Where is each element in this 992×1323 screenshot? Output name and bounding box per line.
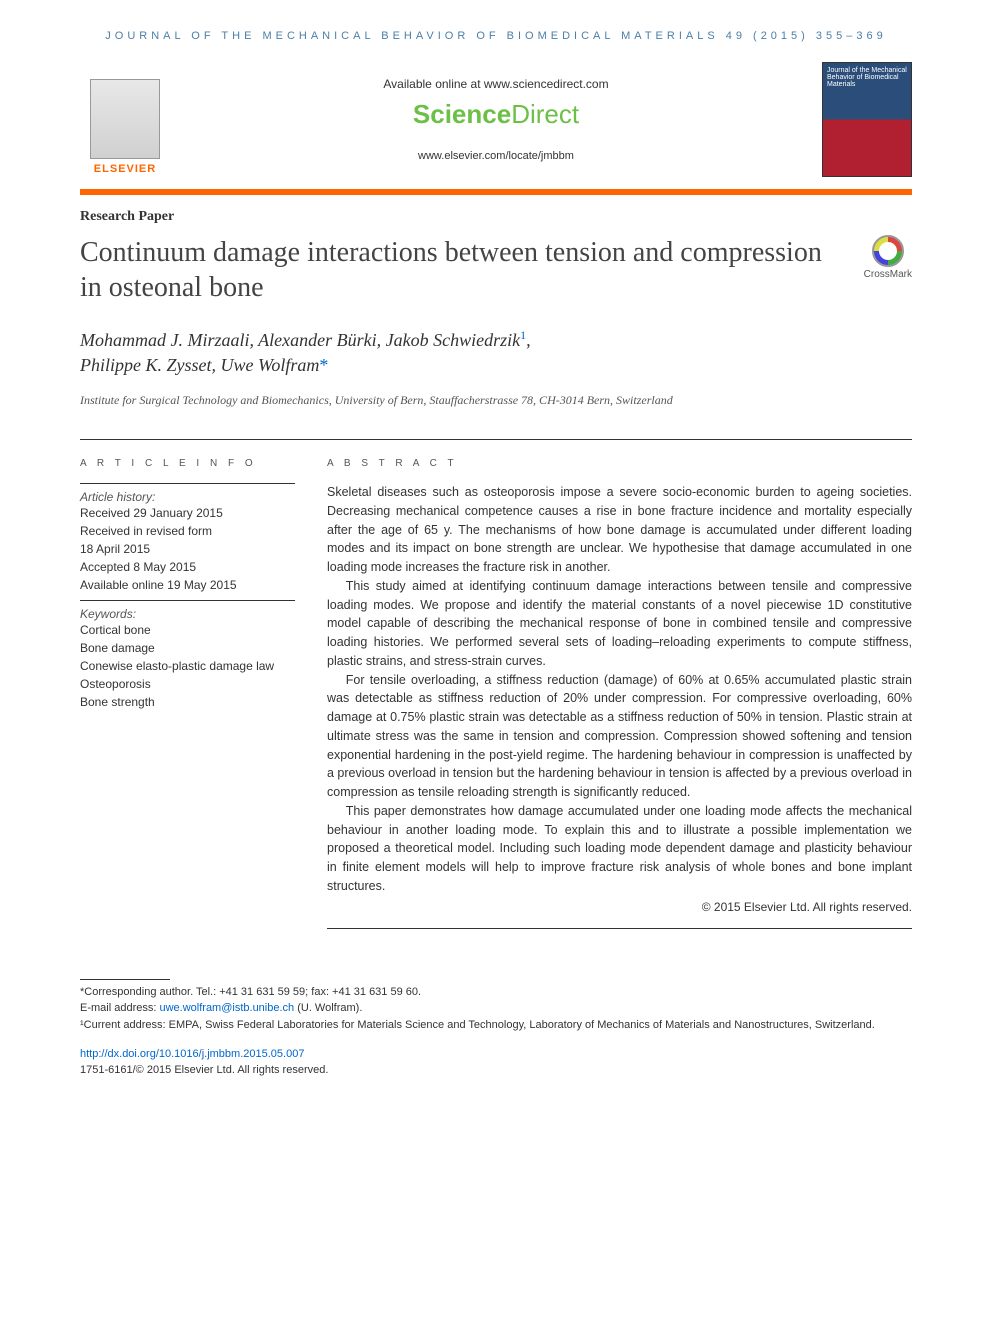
history-line: Received 29 January 2015 (80, 504, 295, 522)
journal-url[interactable]: www.elsevier.com/locate/jmbbm (170, 150, 822, 162)
keyword: Cortical bone (80, 621, 295, 639)
sciencedirect-logo[interactable]: ScienceDirect (170, 99, 822, 130)
available-online-text: Available online at www.sciencedirect.co… (170, 77, 822, 91)
elsevier-label: ELSEVIER (94, 163, 156, 175)
two-column-section: A R T I C L E I N F O Article history: R… (80, 439, 912, 929)
footnote-ref-1[interactable]: 1 (520, 328, 526, 342)
history-line: Received in revised form (80, 522, 295, 540)
doi-block: http://dx.doi.org/10.1016/j.jmbbm.2015.0… (80, 1047, 912, 1078)
crossmark-icon (872, 235, 904, 267)
history-line: Accepted 8 May 2015 (80, 558, 295, 576)
footnote-1: ¹Current address: EMPA, Swiss Federal La… (80, 1017, 912, 1034)
article-info-sidebar: A R T I C L E I N F O Article history: R… (80, 458, 295, 929)
authors-line1: Mohammad J. Mirzaali, Alexander Bürki, J… (80, 330, 520, 350)
keyword: Conewise elasto-plastic damage law (80, 657, 295, 675)
running-head: JOURNAL OF THE MECHANICAL BEHAVIOR OF BI… (0, 0, 992, 54)
abstract-paragraph: This paper demonstrates how damage accum… (327, 802, 912, 896)
authors: Mohammad J. Mirzaali, Alexander Bürki, J… (80, 327, 912, 378)
elsevier-tree-icon (90, 79, 160, 159)
abstract-rule (327, 928, 912, 929)
article-info-heading: A R T I C L E I N F O (80, 458, 295, 469)
history-line: 18 April 2015 (80, 540, 295, 558)
abstract-column: A B S T R A C T Skeletal diseases such a… (327, 458, 912, 929)
keyword: Bone strength (80, 693, 295, 711)
issn-copyright: 1751-6161/© 2015 Elsevier Ltd. All right… (80, 1063, 912, 1078)
center-links: Available online at www.sciencedirect.co… (170, 77, 822, 162)
footnotes: *Corresponding author. Tel.: +41 31 631 … (80, 979, 912, 1034)
sd-part1: Science (413, 99, 511, 129)
crossmark-badge[interactable]: CrossMark (864, 235, 912, 280)
email-link[interactable]: uwe.wolfram@istb.unibe.ch (159, 1002, 294, 1014)
cover-title: Journal of the Mechanical Behavior of Bi… (827, 67, 907, 88)
paper-type-label: Research Paper (80, 209, 912, 225)
masthead: ELSEVIER Available online at www.science… (0, 54, 992, 189)
authors-line2: Philippe K. Zysset, Uwe Wolfram (80, 355, 319, 375)
keyword: Osteoporosis (80, 675, 295, 693)
article-history: Article history: Received 29 January 201… (80, 483, 295, 601)
paper-title: Continuum damage interactions between te… (80, 235, 844, 305)
email-suffix: (U. Wolfram). (294, 1002, 362, 1014)
corresponding-mark[interactable]: * (319, 355, 328, 375)
title-row: Continuum damage interactions between te… (80, 235, 912, 305)
doi-link[interactable]: http://dx.doi.org/10.1016/j.jmbbm.2015.0… (80, 1048, 304, 1060)
footnote-rule (80, 979, 170, 980)
sd-part2: Direct (511, 99, 579, 129)
history-label: Article history: (80, 490, 295, 504)
keywords-label: Keywords: (80, 607, 295, 621)
elsevier-logo: ELSEVIER (80, 65, 170, 175)
abstract-heading: A B S T R A C T (327, 458, 912, 469)
journal-cover-thumbnail: Journal of the Mechanical Behavior of Bi… (822, 62, 912, 177)
corresponding-author-note: *Corresponding author. Tel.: +41 31 631 … (80, 984, 912, 1001)
abstract-paragraph: For tensile overloading, a stiffness red… (327, 671, 912, 802)
article-content: Research Paper Continuum damage interact… (0, 195, 992, 1098)
abstract-copyright: © 2015 Elsevier Ltd. All rights reserved… (327, 900, 912, 914)
affiliation: Institute for Surgical Technology and Bi… (80, 392, 912, 409)
crossmark-label: CrossMark (864, 269, 912, 280)
abstract-paragraph: Skeletal diseases such as osteoporosis i… (327, 483, 912, 577)
abstract-paragraph: This study aimed at identifying continuu… (327, 577, 912, 671)
history-line: Available online 19 May 2015 (80, 576, 295, 594)
keyword: Bone damage (80, 639, 295, 657)
email-label: E-mail address: (80, 1002, 159, 1014)
email-line: E-mail address: uwe.wolfram@istb.unibe.c… (80, 1000, 912, 1017)
